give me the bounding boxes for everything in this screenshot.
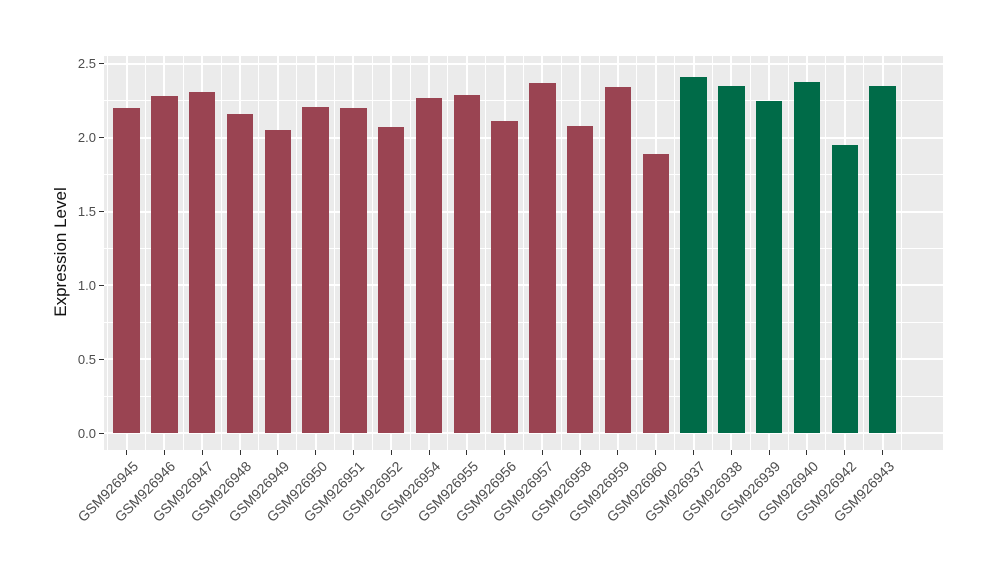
bar-GSM926937 <box>680 77 707 433</box>
gridline-y-minor <box>104 100 943 102</box>
gridline-x-minor <box>220 56 222 450</box>
gridline-x-minor <box>296 56 298 450</box>
bar-GSM926942 <box>831 145 858 433</box>
bar-GSM926951 <box>340 108 367 433</box>
gridline-y-major <box>104 210 943 213</box>
x-tick-mark <box>806 450 808 455</box>
bar-GSM926938 <box>718 85 745 433</box>
y-tick-mark <box>99 358 104 360</box>
bar-GSM926952 <box>377 127 405 433</box>
y-tick-label: 1.5 <box>77 204 96 219</box>
y-tick-mark <box>99 284 104 286</box>
x-tick-mark <box>882 450 884 455</box>
gridline-y-minor <box>104 174 943 176</box>
bar-GSM926943 <box>869 85 896 433</box>
x-tick-mark <box>239 450 241 455</box>
bar-GSM926948 <box>226 114 254 433</box>
x-tick-mark <box>315 450 317 455</box>
gridline-x-minor <box>334 56 336 450</box>
y-tick-label: 0.5 <box>77 351 96 367</box>
y-tick-label: 2.0 <box>77 130 96 146</box>
gridline-x-minor <box>447 56 449 450</box>
gridline-y-minor <box>104 395 943 397</box>
x-tick-mark <box>730 450 732 455</box>
gridline-x-minor <box>145 56 147 450</box>
bar-GSM926940 <box>793 81 821 434</box>
bar-GSM926955 <box>453 94 481 433</box>
bar-GSM926954 <box>415 97 443 433</box>
gridline-y-major <box>104 136 943 139</box>
bar-GSM926956 <box>491 121 518 433</box>
y-tick-mark <box>99 211 104 212</box>
gridline-y-major <box>104 432 943 435</box>
gridline-x-minor <box>523 56 524 450</box>
bar-GSM926947 <box>189 91 216 433</box>
x-tick-mark <box>428 450 430 455</box>
gridline-x-minor <box>560 56 562 450</box>
x-tick-mark <box>655 450 657 455</box>
plot-panel <box>104 56 943 450</box>
y-tick-label: 0.0 <box>77 425 96 441</box>
bar-GSM926945 <box>113 108 140 433</box>
x-tick-mark <box>617 450 619 455</box>
x-tick-mark <box>579 450 581 455</box>
y-tick-mark <box>99 63 104 65</box>
gridline-x-minor <box>787 56 789 450</box>
bar-GSM926960 <box>642 153 669 433</box>
x-tick-mark <box>126 450 128 455</box>
gridline-y-minor <box>104 321 943 323</box>
bar-GSM926950 <box>302 106 329 433</box>
bar-GSM926957 <box>529 83 556 433</box>
gridline-y-major <box>104 62 943 65</box>
x-tick-mark <box>277 450 279 455</box>
gridline-x-minor <box>107 56 109 450</box>
x-tick-mark <box>768 450 770 455</box>
gridline-x-minor <box>182 56 184 450</box>
y-tick-label: 2.5 <box>77 56 96 72</box>
gridline-x-minor <box>711 56 713 450</box>
x-tick-mark <box>201 450 203 455</box>
gridline-x-minor <box>371 56 373 450</box>
x-tick-mark <box>693 450 695 455</box>
bar-GSM926959 <box>604 87 632 433</box>
gridline-x-minor <box>900 56 902 450</box>
x-tick-mark <box>504 450 506 455</box>
bar-GSM926946 <box>151 96 178 433</box>
gridline-x-minor <box>825 56 827 450</box>
gridline-x-minor <box>485 56 487 450</box>
x-tick-mark <box>844 450 846 455</box>
gridline-x-minor <box>863 56 865 450</box>
x-tick-mark <box>541 450 543 455</box>
x-tick-mark <box>163 450 165 455</box>
gridline-x-minor <box>598 56 600 450</box>
gridline-x-minor <box>636 56 638 450</box>
gridline-y-major <box>104 358 943 361</box>
bar-GSM926958 <box>566 125 594 433</box>
gridline-x-minor <box>258 56 260 450</box>
x-tick-mark <box>352 450 354 455</box>
gridline-y-minor <box>104 247 943 249</box>
y-tick-label: 1.0 <box>77 277 96 293</box>
x-tick-mark <box>390 450 392 455</box>
bar-GSM926939 <box>755 100 783 433</box>
x-tick-mark <box>466 450 468 455</box>
gridline-x-minor <box>409 56 411 450</box>
gridline-y-major <box>104 284 943 287</box>
bar-GSM926949 <box>264 130 292 433</box>
gridline-x-minor <box>674 56 676 450</box>
gridline-x-minor <box>749 56 751 450</box>
y-tick-mark <box>99 137 104 139</box>
y-tick-mark <box>99 432 104 434</box>
